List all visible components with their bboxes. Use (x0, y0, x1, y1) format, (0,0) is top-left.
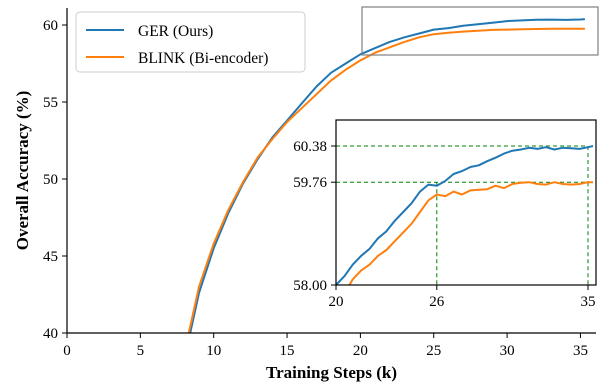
x-tick-label: 10 (206, 343, 221, 359)
x-tick-label: 20 (353, 343, 368, 359)
legend: GER (Ours) BLINK (Bi-encoder) (75, 11, 306, 73)
y-tick-label: 40 (43, 326, 58, 342)
inset-background (336, 120, 596, 285)
x-tick-label: 25 (426, 343, 441, 359)
main-plot: 0 5 10 15 20 25 30 35 40 45 50 55 60 Training Steps (… (13, 6, 599, 382)
y-axis-title: Overall Accuracy (%) (13, 91, 32, 251)
y-tick-label: 45 (43, 249, 58, 265)
y-tick-label: 60 (43, 18, 58, 34)
x-tick-label: 5 (137, 343, 145, 359)
legend-label-ger: GER (Ours) (138, 23, 213, 40)
inset-plot: 20 26 35 58.00 59.76 60.38 (293, 119, 597, 310)
inset-x-tick-label: 20 (329, 294, 344, 310)
inset-y-tick-label: 59.76 (293, 175, 327, 191)
legend-label-blink: BLINK (Bi-encoder) (138, 50, 268, 67)
x-axis-title: Training Steps (k) (266, 363, 397, 382)
y-tick-label: 55 (43, 95, 58, 111)
inset-x-tick-label: 35 (581, 294, 596, 310)
x-tick-label: 15 (280, 343, 295, 359)
x-tick-label: 30 (500, 343, 515, 359)
series-line-blink (187, 27, 585, 333)
x-tick-label: 0 (63, 343, 71, 359)
x-tick-label: 35 (573, 343, 588, 359)
inset-series-line-blink (348, 181, 593, 285)
inset-y-tick-label: 58.00 (293, 278, 327, 294)
zoom-region-box (361, 6, 599, 56)
inset-frame (335, 119, 597, 286)
inset-series-line-ger (336, 145, 594, 285)
legend-box (75, 11, 306, 73)
inset-y-tick-label: 60.38 (293, 139, 327, 155)
inset-x-tick-label: 26 (429, 294, 445, 310)
y-tick-label: 50 (43, 172, 58, 188)
